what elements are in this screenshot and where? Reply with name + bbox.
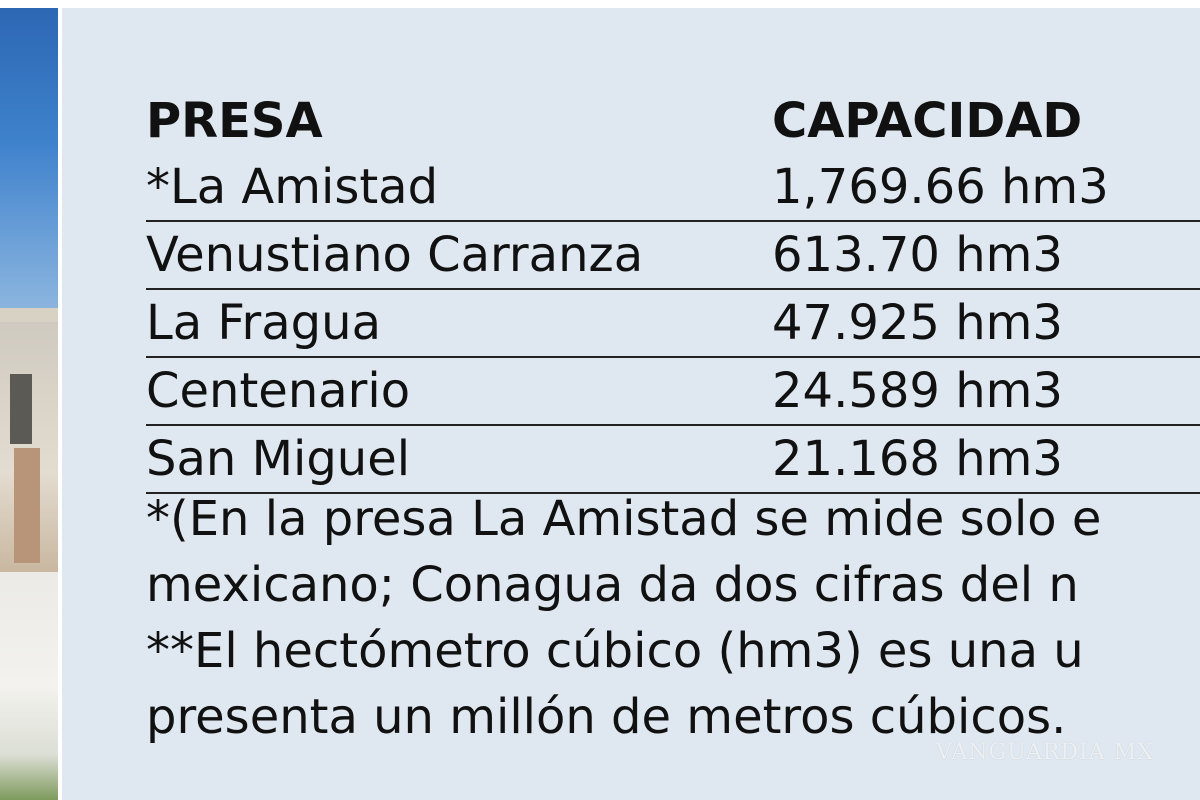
header-capacidad: CAPACIDAD (772, 93, 1083, 149)
footnotes: *(En la presa La Amistad se mide solo e … (146, 486, 1200, 750)
photo-door (14, 448, 40, 563)
footnote-line: **El hectómetro cúbico (hm3) es una u (146, 623, 1084, 679)
info-panel (62, 8, 1200, 800)
table-row: San Miguel 21.168 hm3 (146, 426, 1200, 494)
photo-band (0, 308, 58, 322)
dam-photo (0, 8, 58, 800)
photo-window (10, 374, 32, 444)
table-row: *La Amistad 1,769.66 hm3 (146, 154, 1200, 222)
watermark: VANGUARDIA MX (936, 740, 1154, 765)
dam-name: La Fragua (146, 295, 381, 351)
dam-name: *La Amistad (146, 159, 439, 215)
dam-name: Centenario (146, 363, 411, 419)
footnote-line: presenta un millón de metros cúbicos. (146, 689, 1067, 745)
table-row: Centenario 24.589 hm3 (146, 358, 1200, 426)
footnote-line: mexicano; Conagua da dos cifras del n (146, 557, 1079, 613)
dam-capacity: 613.70 hm3 (772, 227, 1063, 283)
photo-sky (0, 8, 58, 308)
table-row: Venustiano Carranza 613.70 hm3 (146, 222, 1200, 290)
table-row: La Fragua 47.925 hm3 (146, 290, 1200, 358)
header-presa: PRESA (146, 93, 323, 149)
dam-capacity: 24.589 hm3 (772, 363, 1063, 419)
table-header: PRESA CAPACIDAD (146, 88, 1200, 154)
dam-capacity: 47.925 hm3 (772, 295, 1063, 351)
dams-table: PRESA CAPACIDAD *La Amistad 1,769.66 hm3… (146, 88, 1200, 494)
dam-capacity: 1,769.66 hm3 (772, 159, 1109, 215)
footnote-line: *(En la presa La Amistad se mide solo e (146, 491, 1102, 547)
dam-name: San Miguel (146, 431, 411, 487)
dam-capacity: 21.168 hm3 (772, 431, 1063, 487)
photo-ground (0, 572, 58, 800)
dam-name: Venustiano Carranza (146, 227, 644, 283)
